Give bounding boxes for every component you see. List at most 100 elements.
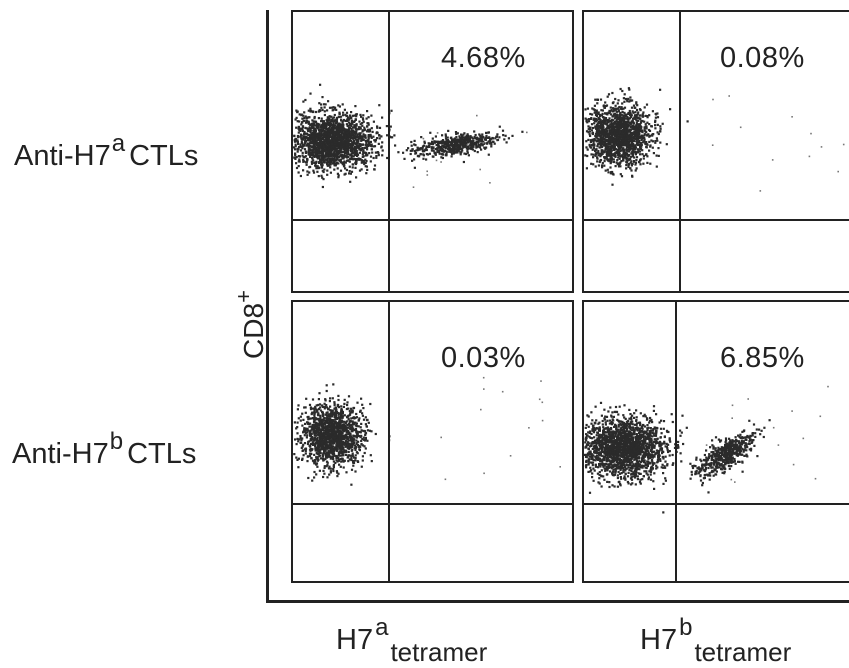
- event-dot: [339, 128, 343, 131]
- event-dot: [325, 414, 329, 417]
- event-dot: [319, 409, 322, 412]
- event-dot: [360, 159, 363, 162]
- event-dot: [590, 144, 593, 147]
- event-dot: [366, 128, 370, 131]
- event-dot: [325, 130, 328, 133]
- event-dot: [615, 132, 619, 135]
- event-dot: [619, 144, 622, 147]
- event-dot: [335, 131, 338, 134]
- event-dot: [643, 138, 646, 141]
- event-dot: [654, 112, 657, 115]
- event-dot: [470, 146, 474, 149]
- event-dot: [305, 428, 308, 431]
- event-dot: [343, 139, 346, 142]
- event-dot: [337, 456, 340, 460]
- event-dot: [631, 119, 634, 122]
- event-dot: [625, 139, 628, 142]
- event-dot: [623, 93, 626, 96]
- event-dot: [378, 137, 381, 140]
- event-dot: [625, 144, 628, 147]
- event-dot: [329, 171, 332, 174]
- event-dot: [608, 124, 611, 127]
- event-dot: [588, 130, 591, 133]
- event-dot: [446, 144, 449, 147]
- event-dot: [329, 457, 332, 460]
- event-dot: [608, 151, 611, 154]
- event-dot: [473, 149, 476, 153]
- event-dot: [311, 125, 314, 128]
- event-dot: [354, 444, 357, 447]
- event-dot: [301, 437, 304, 440]
- event-dot: [313, 138, 316, 141]
- event-dot: [634, 144, 637, 147]
- event-dot: [596, 137, 599, 140]
- event-dot: [330, 115, 333, 118]
- event-dot: [337, 122, 340, 125]
- event-dot: [609, 162, 612, 165]
- event-dot: [626, 100, 629, 103]
- event-dot: [312, 126, 315, 129]
- event-dot: [377, 154, 380, 157]
- event-dot: [355, 153, 358, 156]
- event-dot: [370, 148, 373, 151]
- event-dot: [590, 153, 593, 156]
- event-dot: [614, 154, 617, 157]
- event-dot: [637, 124, 640, 127]
- event-dot: [325, 124, 328, 127]
- y-axis-line: [266, 10, 269, 602]
- event-dot: [587, 118, 591, 121]
- event-dot: [611, 153, 614, 156]
- event-dot: [487, 140, 490, 143]
- outlier-dot: [426, 174, 429, 176]
- event-dot: [603, 132, 606, 135]
- event-dot: [339, 126, 342, 129]
- event-dot: [315, 160, 318, 163]
- event-dot: [322, 448, 326, 451]
- event-dot: [353, 429, 356, 432]
- event-dot: [302, 454, 305, 457]
- event-dot: [598, 130, 601, 133]
- event-dot: [421, 146, 424, 150]
- event-dot: [615, 124, 618, 128]
- event-dot: [334, 137, 337, 140]
- event-dot: [344, 132, 347, 135]
- event-dot: [632, 151, 636, 154]
- event-dot: [628, 129, 631, 133]
- event-dot: [351, 437, 354, 440]
- event-dot: [357, 157, 360, 160]
- event-dot: [360, 149, 363, 152]
- event-dot: [477, 139, 480, 142]
- dot-plot-svg: [584, 12, 849, 291]
- event-dot: [310, 432, 313, 435]
- event-dot: [325, 455, 328, 458]
- event-dot: [368, 134, 371, 138]
- event-dot: [299, 149, 303, 152]
- event-dot: [459, 144, 462, 147]
- event-dot: [343, 414, 346, 417]
- event-dot: [306, 132, 309, 135]
- event-dot: [479, 134, 482, 137]
- event-dot: [431, 155, 434, 158]
- event-dot: [466, 147, 470, 150]
- event-dot: [336, 155, 339, 158]
- event-dot: [337, 404, 340, 407]
- event-dot: [645, 143, 648, 146]
- event-dot: [345, 141, 348, 144]
- event-dot: [430, 142, 433, 146]
- event-dot: [633, 114, 637, 117]
- event-dot: [603, 160, 606, 163]
- event-dot: [338, 159, 342, 162]
- event-dot: [347, 432, 350, 435]
- event-dot: [309, 131, 312, 134]
- event-dot: [312, 133, 315, 136]
- event-dot: [329, 442, 332, 446]
- event-dot: [484, 136, 487, 139]
- event-dot: [596, 157, 599, 160]
- event-dot: [376, 131, 379, 134]
- event-dot: [338, 122, 341, 125]
- event-dot: [344, 161, 347, 164]
- event-dot: [308, 422, 311, 425]
- event-dot: [346, 446, 349, 449]
- event-dot: [628, 150, 631, 153]
- event-dot: [339, 458, 342, 461]
